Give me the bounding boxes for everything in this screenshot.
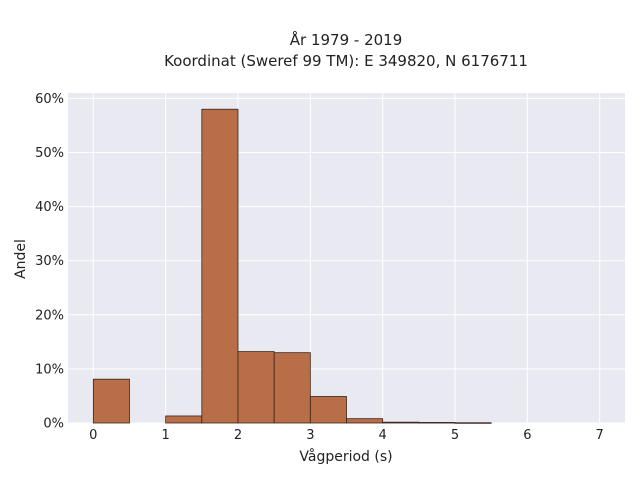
x-tick-label: 7 [596,428,604,443]
x-tick-label: 0 [89,428,97,443]
y-tick-labels: 0% 10% 20% 30% 40% 50% 60% [35,92,64,432]
x-tick-label: 2 [234,428,242,443]
grid-lines [68,93,625,424]
plot-area [68,93,625,423]
x-tick-labels: 0 1 2 3 4 5 6 7 [89,428,604,443]
histogram-bar [346,418,384,424]
y-tick-label: 30% [35,254,64,269]
y-tick-label: 20% [35,308,64,323]
histogram-bar [382,421,420,424]
chart-title-line1: År 1979 - 2019 [290,30,403,49]
histogram-bar [309,396,347,424]
x-tick-label: 6 [523,428,531,443]
x-axis-label: Vågperiod (s) [299,448,392,465]
y-tick-label: 0% [43,417,64,432]
histogram-bar [454,422,492,424]
y-tick-label: 60% [35,92,64,107]
chart-title-line2: Koordinat (Sweref 99 TM): E 349820, N 61… [164,52,528,70]
y-axis-label: Andel [13,239,29,279]
x-tick-label: 3 [306,428,314,443]
histogram-bar [201,108,239,424]
histogram-bar [418,422,456,424]
histogram-bar [237,351,275,424]
x-tick-label: 1 [162,428,170,443]
y-tick-label: 10% [35,362,64,377]
x-tick-label: 5 [451,428,459,443]
x-tick-label: 4 [379,428,387,443]
histogram-bar [165,415,203,424]
y-tick-label: 40% [35,200,64,215]
bars [92,108,492,424]
histogram-bar [92,378,130,424]
y-tick-label: 50% [35,146,64,161]
histogram-bar [273,352,311,424]
